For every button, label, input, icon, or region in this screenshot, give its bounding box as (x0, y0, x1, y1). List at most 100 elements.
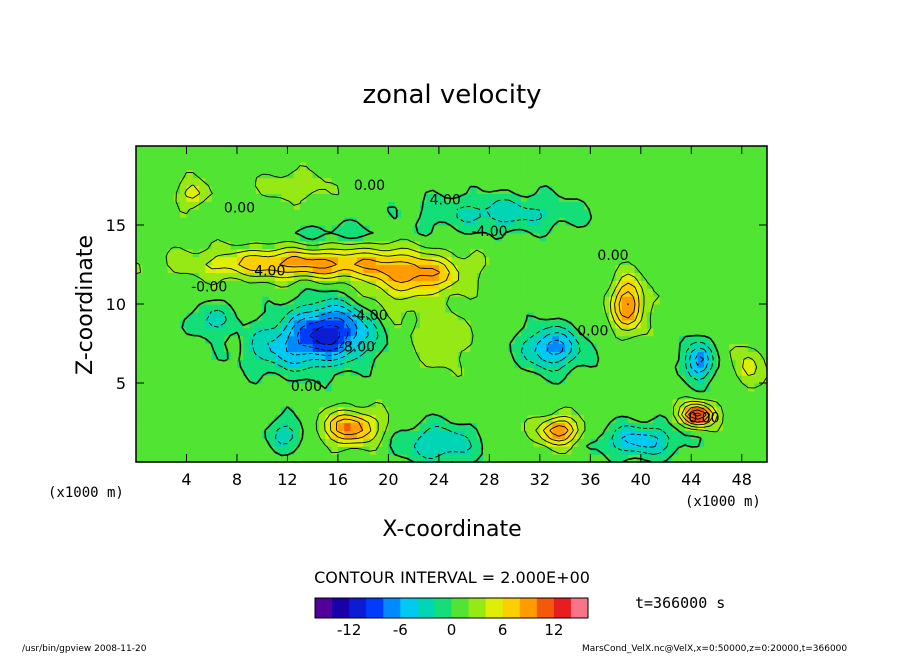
heatmap-cell (413, 311, 421, 321)
heatmap-cell (350, 201, 358, 210)
heatmap-cell (230, 146, 238, 155)
heatmap-cell (136, 185, 143, 194)
heatmap-cell (489, 256, 497, 266)
heatmap-cell (716, 446, 724, 455)
heatmap-cell (438, 327, 446, 337)
heatmap-cell (142, 217, 150, 226)
heatmap-cell (634, 193, 642, 202)
heatmap-cell (154, 153, 162, 163)
heatmap-cell (375, 217, 383, 226)
heatmap-cell (659, 398, 667, 408)
heatmap-cell (691, 217, 699, 226)
heatmap-cell (489, 422, 497, 431)
heatmap-cell (495, 240, 503, 250)
heatmap-cell (382, 351, 389, 360)
heatmap-cell (218, 248, 225, 258)
heatmap-cell (382, 406, 389, 416)
heatmap-cell (224, 311, 232, 321)
heatmap-cell (318, 390, 326, 400)
heatmap-cell (672, 209, 680, 218)
heatmap-cell (413, 240, 421, 250)
heatmap-cell (634, 272, 642, 281)
heatmap-cell (483, 422, 490, 431)
heatmap-cell (199, 343, 207, 352)
heatmap-cell (186, 383, 194, 392)
heatmap-cell (666, 177, 673, 187)
heatmap-cell (413, 327, 421, 337)
heatmap-cell (716, 153, 724, 163)
heatmap-cell (621, 375, 629, 384)
heatmap-cell (249, 454, 257, 463)
heatmap-cell (552, 304, 560, 313)
heatmap-cell (754, 248, 762, 258)
heatmap-cell (527, 288, 535, 297)
heatmap-cell (590, 375, 598, 384)
heatmap-cell (432, 438, 440, 447)
heatmap-cell (710, 193, 718, 202)
heatmap-cell (445, 304, 453, 313)
heatmap-cell (527, 304, 535, 313)
heatmap-cell (754, 201, 762, 210)
heatmap-cell (678, 383, 686, 392)
heatmap-cell (457, 311, 465, 321)
heatmap-cell (754, 327, 762, 337)
heatmap-cell (306, 454, 314, 463)
heatmap-cell (464, 217, 472, 226)
heatmap-cell (659, 217, 667, 226)
heatmap-cell (268, 193, 276, 202)
heatmap-cell (211, 232, 219, 242)
heatmap-cell (451, 272, 459, 281)
heatmap-cell (464, 201, 472, 210)
heatmap-cell (464, 161, 472, 171)
heatmap-cell (489, 280, 497, 289)
heatmap-cell (722, 422, 730, 431)
heatmap-cell (609, 296, 617, 305)
heatmap-cell (546, 256, 554, 266)
heatmap-cell (136, 272, 143, 281)
heatmap-cell (653, 319, 661, 329)
heatmap-cell (703, 225, 711, 234)
heatmap-cell (451, 446, 459, 455)
heatmap-cell (609, 335, 617, 345)
heatmap-cell (659, 225, 667, 234)
heatmap-cell (136, 359, 143, 368)
heatmap-cell (703, 335, 711, 345)
heatmap-cell (344, 146, 352, 155)
heatmap-cell (382, 430, 389, 439)
heatmap-cell (419, 343, 427, 352)
heatmap-cell (691, 146, 699, 155)
heatmap-cell (287, 248, 295, 258)
heatmap-cell (628, 161, 636, 171)
heatmap-cell (558, 383, 566, 392)
heatmap-cell (729, 446, 737, 455)
heatmap-cell (154, 256, 162, 266)
heatmap-cell (754, 232, 762, 242)
heatmap-cell (754, 256, 762, 266)
heatmap-cell (672, 311, 680, 321)
heatmap-cell (180, 161, 188, 171)
heatmap-cell (729, 280, 737, 289)
heatmap-cell (199, 304, 207, 313)
heatmap-cell (356, 430, 364, 439)
heatmap-cell (514, 217, 522, 226)
heatmap-cell (464, 304, 472, 313)
heatmap-cell (306, 335, 314, 345)
heatmap-cell (167, 288, 175, 297)
heatmap-cell (741, 217, 749, 226)
heatmap-cell (312, 304, 320, 313)
heatmap-cell (621, 390, 629, 400)
heatmap-cell (464, 422, 472, 431)
heatmap-cell (741, 161, 749, 171)
heatmap-cell (224, 288, 232, 297)
heatmap-cell (552, 288, 560, 297)
heatmap-cell (382, 367, 389, 376)
heatmap-cell (748, 438, 755, 447)
heatmap-cell (697, 225, 705, 234)
heatmap-cell (464, 232, 472, 242)
heatmap-cell (565, 256, 572, 266)
heatmap-cell (337, 209, 345, 218)
heatmap-cell (590, 161, 598, 171)
heatmap-cell (577, 304, 585, 313)
heatmap-cell (312, 201, 320, 210)
heatmap-cell (577, 335, 585, 345)
